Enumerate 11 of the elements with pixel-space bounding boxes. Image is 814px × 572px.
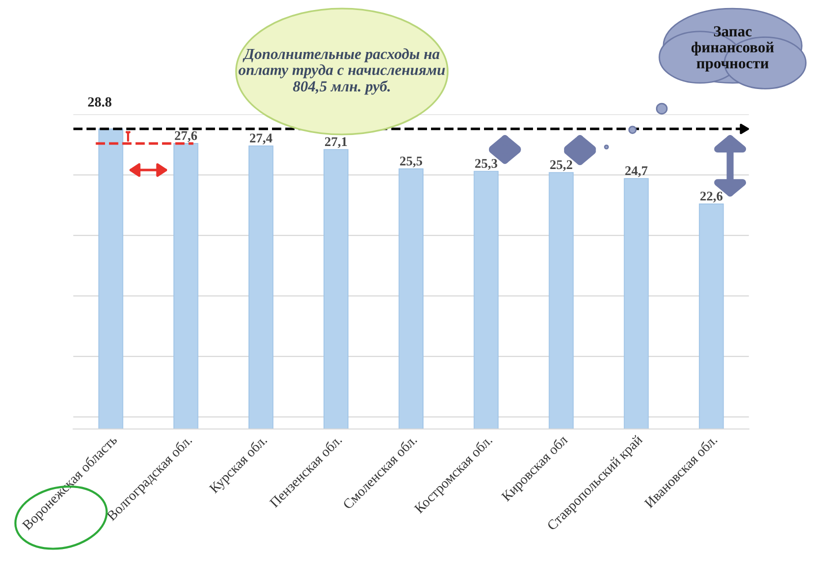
data-label: 25,3: [475, 159, 498, 170]
data-label: 25,5: [400, 156, 422, 168]
text: Дополнительные расходы на оплату труда с начислениями 804,5 млн. руб.: [238, 48, 445, 95]
data-label: 25,2: [550, 160, 572, 172]
data-label: 27,1: [325, 137, 347, 148]
data-label: 27,4: [250, 134, 272, 144]
data-label: 27,6: [174, 131, 198, 142]
data-label: 22,6: [700, 192, 723, 202]
text: Запас финансовой прочности: [692, 26, 774, 72]
data-label: 28.8: [88, 97, 112, 107]
data-label: 24,7: [625, 166, 648, 178]
